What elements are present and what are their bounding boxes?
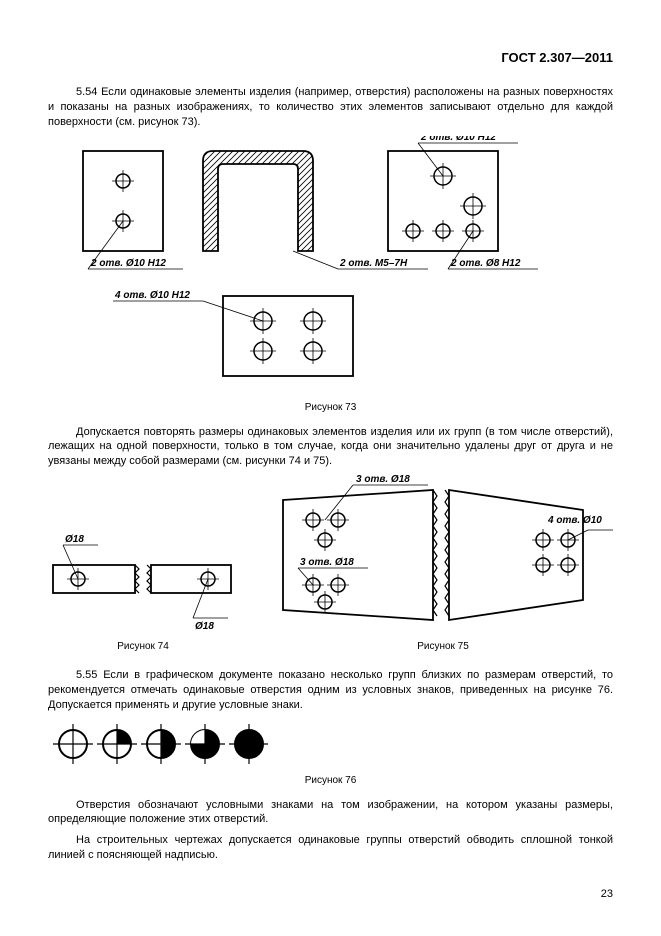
paragraph-5-55: 5.55 Если в графическом документе показа…	[48, 668, 613, 713]
fig73-label4: 2 отв. Ø10 H12	[420, 136, 496, 143]
paragraph-text: На строительных чертежах допускается оди…	[48, 834, 613, 861]
fig74-label1: Ø18	[65, 534, 84, 545]
figure-76-caption: Рисунок 76	[48, 775, 613, 786]
paragraph-5-54: 5.54 Если одинаковые элементы изделия (н…	[48, 85, 613, 130]
fig75-label3: 4 отв. Ø10	[547, 515, 602, 526]
fig73-label2: 2 отв. M5–7H	[339, 258, 408, 269]
figure-75-caption: Рисунок 75	[273, 641, 613, 652]
fig73-label1: 2 отв. Ø10 H12	[90, 258, 166, 269]
fig73-label5: 4 отв. Ø10 H12	[114, 290, 190, 301]
figure-75-svg: 3 отв. Ø18 3 отв. Ø18 4 отв. Ø10	[273, 475, 613, 635]
figure-74-75-row: Ø18 Ø18 Рисунок 74	[48, 475, 613, 664]
figure-75: 3 отв. Ø18 3 отв. Ø18 4 отв. Ø10	[273, 475, 613, 664]
page: ГОСТ 2.307—2011 5.54 Если одинаковые эле…	[0, 0, 661, 936]
clause-number: 5.54	[76, 86, 97, 98]
page-number: 23	[601, 888, 613, 900]
fig73-label3: 2 отв. Ø8 H12	[450, 258, 521, 269]
clause-number: 5.55	[76, 669, 97, 681]
fig74-label2: Ø18	[195, 621, 214, 632]
paragraph-text: Отверстия обозначают условными знаками н…	[48, 799, 613, 826]
figure-73: 2 отв. Ø10 H12 2 отв. M5–7H	[48, 136, 613, 396]
fig75-label2: 3 отв. Ø18	[300, 557, 354, 568]
paragraph-after-73: Допускается повторять размеры одинаковых…	[48, 425, 613, 470]
figure-76	[48, 719, 613, 769]
paragraph-after-76-b: На строительных чертежах допускается оди…	[48, 833, 613, 863]
figure-73-caption: Рисунок 73	[48, 402, 613, 413]
figure-74-svg: Ø18 Ø18	[48, 505, 238, 635]
document-header: ГОСТ 2.307—2011	[48, 50, 613, 65]
figure-74: Ø18 Ø18 Рисунок 74	[48, 505, 238, 664]
paragraph-text: Допускается повторять размеры одинаковых…	[48, 426, 613, 468]
clause-text: Если в графическом документе показано не…	[48, 669, 613, 711]
figure-76-svg	[48, 719, 268, 769]
clause-text: Если одинаковые элементы изделия (наприм…	[48, 86, 613, 128]
fig75-label1: 3 отв. Ø18	[356, 475, 410, 485]
paragraph-after-76-a: Отверстия обозначают условными знаками н…	[48, 798, 613, 828]
figure-74-caption: Рисунок 74	[48, 641, 238, 652]
figure-73-svg: 2 отв. Ø10 H12 2 отв. M5–7H	[48, 136, 548, 396]
